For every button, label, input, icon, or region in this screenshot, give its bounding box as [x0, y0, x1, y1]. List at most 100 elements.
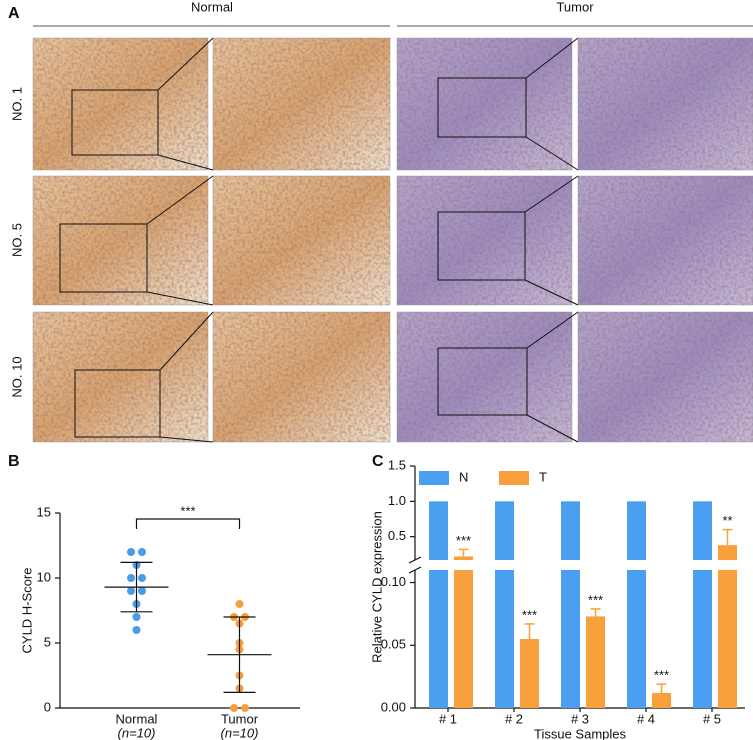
- zoom-line: [526, 311, 579, 349]
- bar: [454, 570, 473, 708]
- tissue-texture: [213, 176, 390, 305]
- column-header: Tumor: [556, 0, 594, 14]
- significance-label: ***: [588, 592, 603, 607]
- zoom-line: [146, 175, 214, 225]
- micrographs: [32, 37, 753, 443]
- zoom-line: [159, 311, 214, 371]
- row-label: NO. 5: [9, 223, 24, 257]
- legend-swatch: [419, 471, 449, 485]
- row-label: NO. 10: [9, 356, 24, 397]
- zoom-line: [525, 37, 579, 79]
- y-tick-label: 1.5: [388, 457, 406, 472]
- data-point: [132, 613, 141, 621]
- bar: [718, 570, 737, 708]
- significance-label: ***: [522, 607, 537, 622]
- x-tick-label: # 4: [637, 711, 655, 726]
- zoom-line: [159, 436, 214, 443]
- bar: [586, 616, 605, 708]
- legend-label: T: [539, 469, 547, 484]
- bar: [429, 570, 448, 708]
- tissue-texture: [397, 176, 572, 305]
- inset-box: [437, 211, 526, 281]
- y-tick-label: 10: [37, 569, 51, 584]
- bar: [693, 501, 712, 560]
- bar: [429, 501, 448, 560]
- data-point: [132, 626, 141, 634]
- x-tick-label: # 5: [703, 711, 721, 726]
- inset-box: [437, 347, 528, 416]
- column-header: Normal: [191, 0, 233, 14]
- bar: [718, 545, 737, 560]
- zoom-line: [146, 291, 214, 306]
- bar: [561, 570, 580, 708]
- data-point: [127, 587, 135, 595]
- tissue-texture: [397, 38, 572, 170]
- inset-box: [437, 77, 527, 138]
- data-point: [138, 574, 146, 582]
- panel-label: C: [372, 453, 384, 470]
- tissue-texture: [213, 312, 390, 442]
- significance-label: ***: [180, 503, 195, 518]
- bar: [520, 639, 539, 708]
- x-tick-label: # 2: [505, 711, 523, 726]
- x-tick-label: # 1: [439, 711, 457, 726]
- zoom-line: [525, 136, 579, 171]
- tissue-texture: [397, 312, 572, 442]
- y-tick-label: 1.0: [388, 493, 406, 508]
- tissue-texture: [33, 38, 208, 170]
- zoom-line: [524, 175, 579, 213]
- zoom-line: [526, 414, 579, 443]
- y-tick-label: 0.05: [381, 637, 406, 652]
- y-tick-label: 0.10: [381, 574, 406, 589]
- data-point: [230, 704, 238, 712]
- y-tick-label: 0.00: [381, 699, 406, 714]
- y-axis-label: Relative CYLD expression: [369, 511, 384, 663]
- legend-swatch: [499, 471, 529, 485]
- data-point: [138, 548, 146, 556]
- y-tick-label: 15: [37, 504, 51, 519]
- x-tick-label: # 3: [571, 711, 589, 726]
- x-axis-label: Tissue Samples: [534, 726, 626, 740]
- data-point: [241, 704, 249, 712]
- x-tick-label: Tumor: [221, 711, 259, 726]
- panel-label: B: [8, 453, 20, 470]
- y-axis-label: CYLD H-Score: [19, 568, 34, 654]
- tissue-texture: [578, 312, 753, 442]
- bar: [627, 501, 646, 560]
- y-tick-label: 5: [44, 634, 51, 649]
- x-tick-label: Normal: [116, 711, 158, 726]
- axis-break: [408, 556, 422, 564]
- data-point: [127, 548, 135, 556]
- legend-label: N: [459, 469, 468, 484]
- bar: [495, 570, 514, 708]
- significance-bracket: [135, 518, 241, 529]
- zoom-line: [157, 154, 214, 171]
- significance-label: ***: [654, 668, 669, 683]
- inset-box: [71, 89, 159, 156]
- tissue-texture: [578, 176, 753, 305]
- tissue-texture: [33, 312, 208, 442]
- bar: [652, 692, 671, 708]
- significance-label: ***: [456, 533, 471, 548]
- zoom-line: [524, 279, 579, 306]
- y-tick-label: 0: [44, 699, 51, 714]
- y-tick-label: 0.5: [388, 528, 406, 543]
- bar: [495, 501, 514, 560]
- x-tick-note: (n=10): [221, 725, 259, 740]
- inset-box: [59, 223, 148, 293]
- data-point: [138, 587, 146, 595]
- inset-box: [74, 369, 161, 438]
- panel-label: A: [8, 5, 20, 22]
- tissue-texture: [578, 38, 753, 170]
- data-point: [235, 600, 244, 608]
- tissue-texture: [33, 176, 208, 305]
- row-label: NO. 1: [9, 87, 24, 121]
- x-tick-note: (n=10): [118, 725, 156, 740]
- tissue-texture: [213, 38, 390, 170]
- bar: [561, 501, 580, 560]
- data-point: [127, 574, 135, 582]
- zoom-line: [157, 37, 214, 91]
- bar: [627, 570, 646, 708]
- bar: [693, 570, 712, 708]
